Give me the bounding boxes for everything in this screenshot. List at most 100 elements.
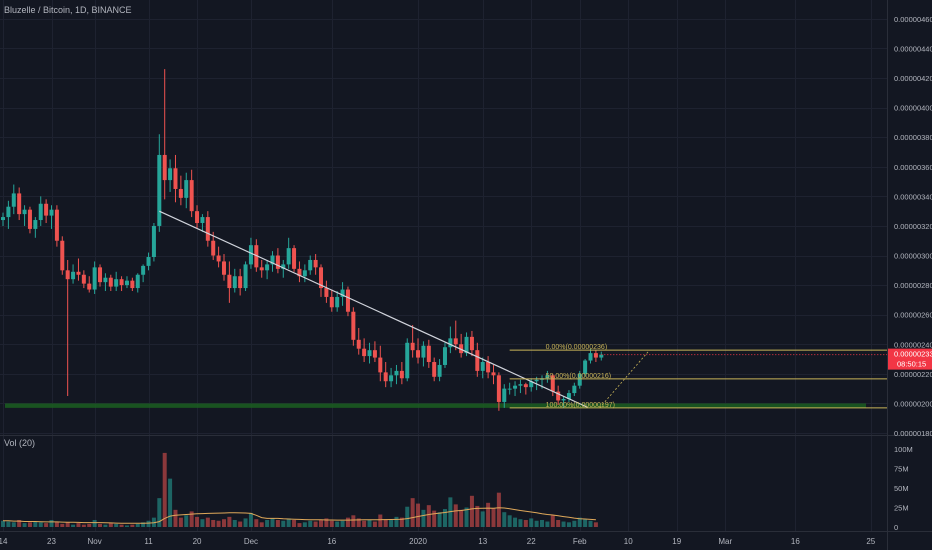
volume-bar [157, 498, 162, 527]
candle-body [351, 311, 356, 340]
candle-body [426, 345, 431, 363]
volume-bar [588, 520, 593, 527]
last-price-tag [888, 348, 932, 370]
fib-trend-line [599, 349, 650, 409]
volume-bar [496, 492, 501, 527]
volume-bar [205, 517, 210, 527]
fib-level-label: 0.00%(0.00000236) [546, 344, 608, 351]
price-tick-label: 0.00000320 [894, 222, 932, 231]
volume-bar [54, 521, 59, 527]
candle-body [157, 154, 162, 226]
time-tick-label: Mar [718, 537, 732, 546]
volume-bar [11, 522, 16, 527]
volume-bar [33, 521, 38, 527]
volume-bar [566, 522, 571, 527]
support-zone [5, 403, 866, 408]
volume-bar [534, 520, 539, 527]
volume-bar [545, 521, 550, 527]
candle-body [469, 336, 474, 351]
candle-body [372, 350, 377, 358]
candle-body [141, 265, 146, 275]
volume-bar [200, 519, 205, 527]
price-axis[interactable]: 0.00000460 0.00000440 0.00000420 0.00000400… [894, 15, 932, 438]
volume-bar [329, 520, 334, 527]
volume-bar [259, 522, 264, 527]
volume-bar [319, 519, 324, 527]
volume-tick-label: 75M [894, 465, 909, 474]
candle-body [588, 353, 593, 361]
volume-bar [437, 512, 442, 527]
volume-tick-label: 100M [894, 445, 913, 454]
candle-body [281, 264, 286, 269]
price-tick-label: 0.00000340 [894, 192, 932, 201]
volume-ma-line [3, 507, 596, 524]
volume-bar [561, 521, 566, 527]
candle-body [437, 364, 442, 377]
candle-body [130, 280, 135, 289]
volume-bar [297, 523, 302, 527]
volume-bar [124, 525, 129, 527]
volume-bar [130, 524, 135, 527]
volume-bar [162, 452, 167, 527]
volume-bar [367, 519, 372, 527]
volume-bar [362, 520, 367, 527]
volume-bar [60, 523, 65, 527]
time-tick-label: 23 [47, 537, 56, 546]
candle-body [114, 279, 119, 287]
volume-bar [464, 507, 469, 527]
time-axis[interactable]: 14 23 Nov 11 20 Dec 16 2020 13 22 Feb 10 19 Mar 16 25 [0, 537, 876, 546]
candle-body [345, 289, 350, 312]
volume-bar [550, 515, 555, 527]
time-tick-label: Nov [88, 537, 102, 546]
volume-bar [27, 522, 32, 527]
price-tick-label: 0.00000440 [894, 44, 932, 53]
volume-bar [44, 523, 49, 527]
volume-bar [22, 523, 27, 527]
candle-body [442, 347, 447, 365]
price-tick-label: 0.00000400 [894, 104, 932, 113]
candle-body [227, 274, 232, 289]
volume-bar [556, 519, 561, 527]
volume-bar [178, 517, 183, 527]
fib-level-label: 100.00%(0.00000197) [546, 402, 615, 409]
candle-body [33, 220, 38, 229]
volume-bar [49, 519, 54, 527]
candle-body [313, 259, 318, 268]
volume-bar [286, 518, 291, 527]
candle-body [335, 296, 340, 308]
volume-bar [211, 519, 216, 527]
candle-body [76, 271, 81, 275]
volume-bar [265, 519, 270, 527]
candle-body [119, 279, 124, 286]
volume-bar [6, 521, 11, 527]
time-tick-label: 20 [193, 537, 202, 546]
price-tick-label: 0.00000240 [894, 340, 932, 349]
time-tick-label: 25 [866, 537, 875, 546]
candle-body [11, 193, 16, 207]
candle-body [87, 283, 92, 290]
candle-body [464, 336, 469, 354]
time-tick-label: Dec [244, 537, 258, 546]
candle-body [523, 384, 528, 388]
volume-bar [248, 512, 253, 527]
candle-body [38, 203, 43, 221]
candle-body [340, 289, 345, 297]
candle-body [367, 350, 372, 357]
candle-body [265, 264, 270, 271]
volume-bar [238, 521, 243, 527]
volume-axis: 0 25M 50M 75M 100M [894, 445, 913, 532]
candle-body [545, 375, 550, 379]
volume-bar [421, 509, 426, 527]
candle-body [297, 268, 302, 277]
candle-body [593, 353, 598, 358]
volume-tick-label: 0 [894, 523, 898, 532]
volume-bar [540, 519, 544, 527]
volume-bar [87, 523, 92, 527]
volume-bar [383, 519, 388, 527]
trendline [159, 210, 588, 408]
volume-bar [356, 518, 361, 527]
volume-bar [432, 510, 437, 527]
volume-bar [523, 519, 528, 527]
